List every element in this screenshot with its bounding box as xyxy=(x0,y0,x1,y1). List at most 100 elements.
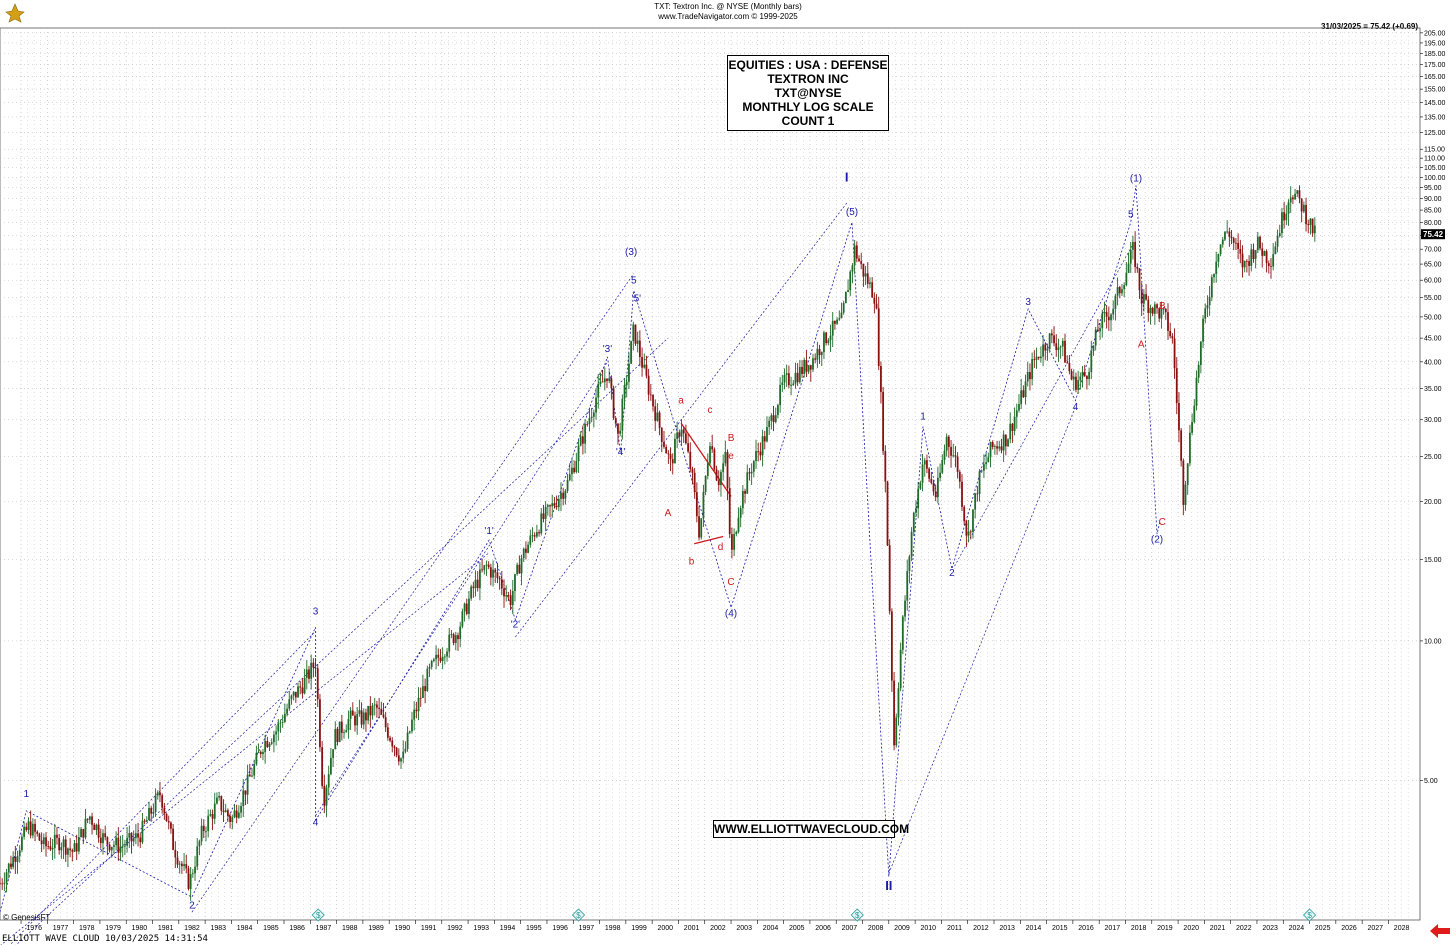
candle-body xyxy=(132,838,135,842)
candle-body xyxy=(660,427,663,442)
candle-body xyxy=(170,822,172,829)
candle-body xyxy=(1243,260,1246,268)
candle-body xyxy=(921,464,924,483)
candle-body xyxy=(1215,261,1218,275)
candle-body xyxy=(450,634,453,636)
candle-body xyxy=(1110,314,1112,321)
candle-body xyxy=(1081,371,1084,377)
candle-body xyxy=(314,667,317,669)
candle-body xyxy=(1088,371,1091,380)
candle-body xyxy=(246,774,249,795)
candle-body xyxy=(185,864,188,869)
candle-body xyxy=(292,691,295,696)
logo-icon xyxy=(5,3,25,23)
x-tick-label: 2008 xyxy=(868,925,884,932)
candle-body xyxy=(242,790,245,807)
candle-body xyxy=(934,491,937,498)
candle-body xyxy=(590,416,593,419)
candle-body xyxy=(1272,254,1275,267)
candle-body xyxy=(1053,335,1055,344)
x-tick-label: 1984 xyxy=(237,925,253,932)
candle-body xyxy=(1259,236,1261,249)
candle-body xyxy=(844,292,847,304)
wave-label: 5 xyxy=(1128,209,1134,220)
wave-label: a xyxy=(678,396,684,407)
candle-body xyxy=(62,839,65,848)
candle-body xyxy=(42,837,45,845)
candle-body xyxy=(967,531,970,536)
candle-body xyxy=(1171,336,1174,339)
candle-body xyxy=(40,840,43,845)
x-tick-label: 2010 xyxy=(920,925,936,932)
candle-body xyxy=(1195,377,1198,406)
candle-body xyxy=(1140,290,1143,304)
candle-body xyxy=(134,833,137,839)
y-tick-label: 125.00 xyxy=(1424,130,1446,137)
candle-body xyxy=(744,490,746,494)
candle-body xyxy=(901,616,904,650)
candle-body xyxy=(97,824,100,838)
candle-body xyxy=(1072,376,1075,380)
candle-body xyxy=(772,415,775,423)
candle-body xyxy=(1206,305,1209,309)
candle-body xyxy=(154,795,157,813)
candle-body xyxy=(1138,268,1141,291)
candle-body xyxy=(1079,376,1082,381)
candle-body xyxy=(1239,248,1242,254)
candle-body xyxy=(1153,304,1156,314)
candle-body xyxy=(680,429,683,437)
candle-body xyxy=(608,378,611,381)
candle-body xyxy=(1210,277,1213,298)
candle-body xyxy=(397,755,400,762)
candle-body xyxy=(459,626,462,640)
candle-body xyxy=(711,446,714,450)
candle-body xyxy=(735,531,738,535)
candle-body xyxy=(571,467,573,475)
channel-lines xyxy=(0,202,1134,945)
candle-body xyxy=(159,792,161,796)
wave-label: b xyxy=(689,557,695,568)
candle-body xyxy=(1020,390,1023,405)
candle-body xyxy=(1217,253,1220,262)
candle-body xyxy=(1123,285,1126,290)
candle-body xyxy=(5,872,8,883)
candle-body xyxy=(956,456,959,472)
candle-body xyxy=(1313,225,1316,234)
candle-body xyxy=(746,472,749,494)
candle-body xyxy=(305,669,308,678)
candle-body xyxy=(49,846,52,850)
candle-body xyxy=(227,810,229,817)
candle-body xyxy=(1158,308,1161,319)
candle-body xyxy=(498,578,501,580)
x-tick-label: 1989 xyxy=(368,925,384,932)
candle-body xyxy=(1270,266,1272,267)
candle-body xyxy=(794,372,797,384)
candle-body xyxy=(14,857,17,862)
candle-body xyxy=(584,423,586,444)
candle-body xyxy=(465,603,468,614)
candle-body xyxy=(1000,446,1003,451)
candle-body xyxy=(1173,338,1176,369)
candle-body xyxy=(877,308,880,366)
candle-body xyxy=(511,591,514,606)
candle-body xyxy=(899,649,902,689)
candle-body xyxy=(930,478,933,483)
candle-body xyxy=(108,844,111,851)
candle-body xyxy=(958,471,961,482)
candle-body xyxy=(529,535,532,545)
red-arrow-icon[interactable] xyxy=(1430,924,1450,938)
candle-body xyxy=(496,572,499,579)
candle-body xyxy=(801,366,803,374)
candle-body xyxy=(698,516,700,538)
last-price-label: 31/03/2025 = 75.42 (+0.69) xyxy=(1321,22,1418,31)
candle-body xyxy=(1162,308,1165,310)
candle-body xyxy=(99,837,102,844)
candle-body xyxy=(1302,204,1305,212)
x-tick-label: 2001 xyxy=(684,925,700,932)
candle-body xyxy=(726,452,729,489)
channel-line xyxy=(191,273,635,913)
candle-body xyxy=(1035,356,1038,360)
candle-body xyxy=(755,451,757,462)
candle-body xyxy=(630,341,633,364)
candle-body xyxy=(73,843,76,852)
